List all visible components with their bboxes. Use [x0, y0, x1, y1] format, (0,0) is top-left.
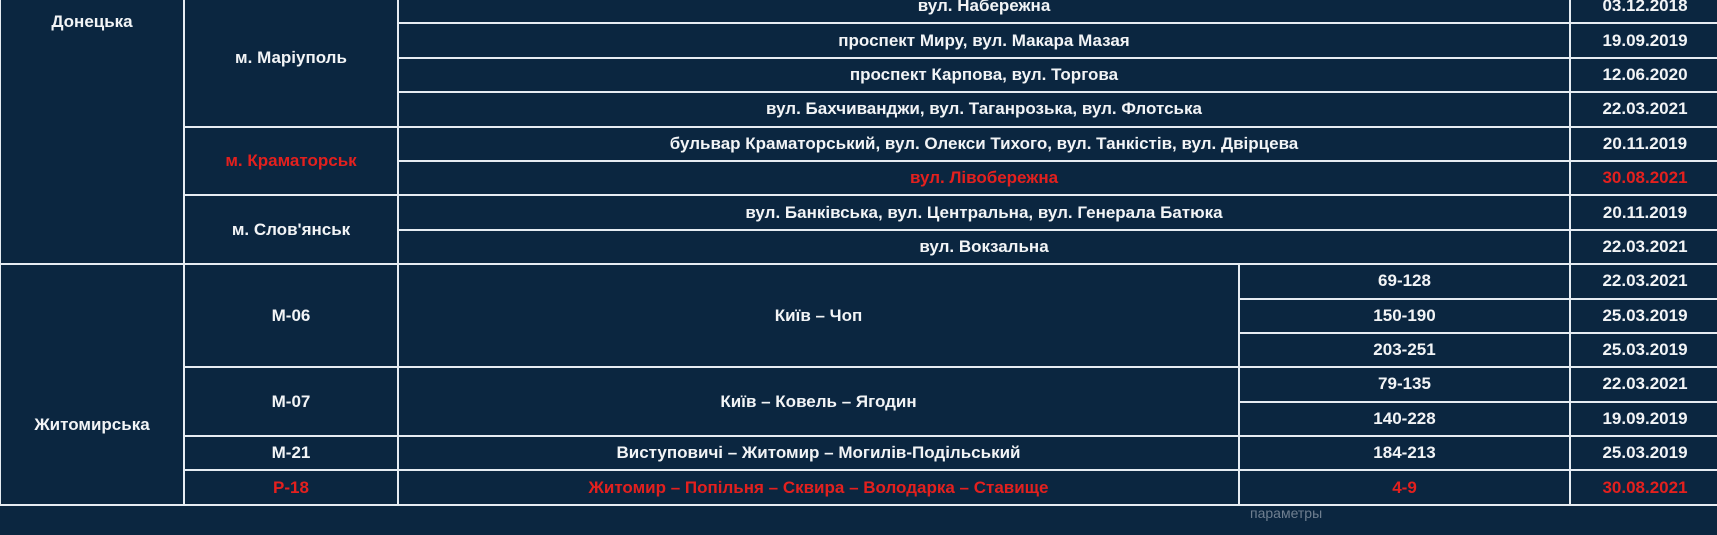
table-row: проспект Карпова, вул. Торгова 12.06.202… [0, 56, 1717, 94]
watermark-text: параметры [1250, 505, 1323, 521]
km-cell: 4-9 [1238, 469, 1571, 506]
date-cell: 20.11.2019 [1569, 125, 1717, 162]
route-cell: Житомир – Попільня – Сквира – Володарка … [397, 469, 1240, 506]
repairs-table: Донецька м. Маріуполь вул. Набережна 03.… [0, 0, 1717, 506]
date-cell: 20.11.2019 [1569, 194, 1717, 231]
street-cell: вул. Банківська, вул. Центральна, вул. Г… [397, 194, 1571, 231]
table-row: Донецька м. Маріуполь вул. Набережна 03.… [0, 0, 1717, 266]
table-row: Р-18 Житомир – Попільня – Сквира – Волод… [0, 469, 1717, 506]
date-cell: 19.09.2019 [1569, 400, 1717, 438]
street-cell: проспект Миру, вул. Макара Мазая [397, 22, 1571, 59]
date-cell: 25.03.2019 [1569, 297, 1717, 334]
date-cell: 19.09.2019 [1569, 22, 1717, 59]
table-row: м. Слов'янськ вул. Банківська, вул. Цент… [0, 194, 1717, 266]
km-cell: 150-190 [1238, 297, 1571, 334]
street-cell: вул. Бахчиванджи, вул. Таганрозька, вул.… [397, 91, 1571, 128]
table-row: вул. Бахчиванджи, вул. Таганрозька, вул.… [0, 91, 1717, 128]
date-cell: 30.08.2021 [1569, 159, 1717, 197]
date-cell: 22.03.2021 [1569, 228, 1717, 266]
table-row: 140-228 19.09.2019 [0, 400, 1717, 438]
table-row: М-21 Виступовичі – Житомир – Могилів-Под… [0, 435, 1717, 472]
date-cell: 22.03.2021 [1569, 366, 1717, 403]
table-row: м. Краматорськ бульвар Краматорський, ву… [0, 125, 1717, 197]
road-code-cell: М-06 [183, 263, 399, 369]
street-cell: проспект Карпова, вул. Торгова [397, 56, 1571, 94]
table-row: Житомирська М-06 Київ – Чоп 69-128 22.03… [0, 263, 1717, 506]
date-cell: 12.06.2020 [1569, 56, 1717, 94]
date-cell: 25.03.2019 [1569, 435, 1717, 472]
road-code-cell: Р-18 [183, 469, 399, 506]
table-row: М-07 Київ – Ковель – Ягодин 79-135 22.03… [0, 366, 1717, 438]
date-cell: 03.12.2018 [1569, 0, 1717, 25]
table-row: вул. Вокзальна 22.03.2021 [0, 228, 1717, 266]
route-cell: Київ – Ковель – Ягодин [397, 366, 1240, 438]
city-cell: м. Краматорськ [183, 125, 399, 197]
date-cell: 22.03.2021 [1569, 91, 1717, 128]
street-cell: вул. Набережна [397, 0, 1571, 25]
date-cell: 22.03.2021 [1569, 263, 1717, 300]
street-cell: вул. Лівобережна [397, 159, 1571, 197]
route-cell: Київ – Чоп [397, 263, 1240, 369]
km-cell: 140-228 [1238, 400, 1571, 438]
km-cell: 203-251 [1238, 331, 1571, 369]
km-cell: 79-135 [1238, 366, 1571, 403]
city-cell: м. Маріуполь [183, 0, 399, 128]
km-cell: 184-213 [1238, 435, 1571, 472]
road-code-cell: М-21 [183, 435, 399, 472]
route-cell: Виступовичі – Житомир – Могилів-Подільсь… [397, 435, 1240, 472]
km-cell: 69-128 [1238, 263, 1571, 300]
table-row: вул. Лівобережна 30.08.2021 [0, 159, 1717, 197]
date-cell: 30.08.2021 [1569, 469, 1717, 506]
table-row: проспект Миру, вул. Макара Мазая 19.09.2… [0, 22, 1717, 59]
table-row: 203-251 25.03.2019 [0, 331, 1717, 369]
city-cell: м. Слов'янськ [183, 194, 399, 266]
region-cell: Донецька [0, 0, 185, 266]
table-row: 150-190 25.03.2019 [0, 297, 1717, 334]
date-cell: 25.03.2019 [1569, 331, 1717, 369]
street-cell: бульвар Краматорський, вул. Олекси Тихог… [397, 125, 1571, 162]
street-cell: вул. Вокзальна [397, 228, 1571, 266]
region-cell: Житомирська [0, 263, 185, 506]
road-code-cell: М-07 [183, 366, 399, 438]
